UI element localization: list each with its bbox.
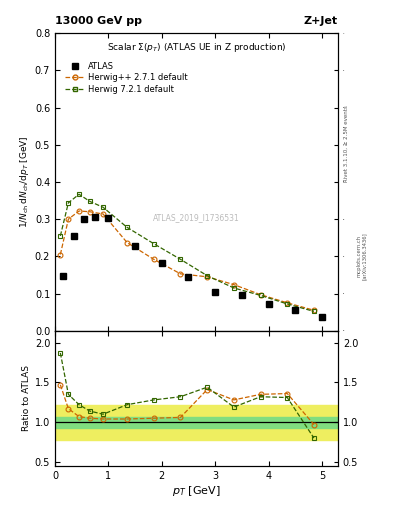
Text: mcplots.cern.ch: mcplots.cern.ch (357, 235, 362, 277)
Text: Rivet 3.1.10, ≥ 2.5M events: Rivet 3.1.10, ≥ 2.5M events (344, 105, 349, 182)
X-axis label: $p_T$ [GeV]: $p_T$ [GeV] (172, 483, 221, 498)
Legend: ATLAS, Herwig++ 2.7.1 default, Herwig 7.2.1 default: ATLAS, Herwig++ 2.7.1 default, Herwig 7.… (62, 58, 191, 97)
Text: Scalar $\Sigma(p_T)$ (ATLAS UE in Z production): Scalar $\Sigma(p_T)$ (ATLAS UE in Z prod… (107, 41, 286, 54)
Text: [arXiv:1306.3436]: [arXiv:1306.3436] (362, 232, 367, 280)
Text: ATLAS_2019_I1736531: ATLAS_2019_I1736531 (153, 213, 240, 222)
Text: Z+Jet: Z+Jet (304, 16, 338, 26)
Y-axis label: Ratio to ATLAS: Ratio to ATLAS (22, 366, 31, 431)
Text: 13000 GeV pp: 13000 GeV pp (55, 16, 142, 26)
Y-axis label: $1/N_\mathrm{ch}\,\mathrm{d}N_\mathrm{ch}/\mathrm{d}p_T\;[\mathrm{GeV}]$: $1/N_\mathrm{ch}\,\mathrm{d}N_\mathrm{ch… (18, 136, 31, 228)
